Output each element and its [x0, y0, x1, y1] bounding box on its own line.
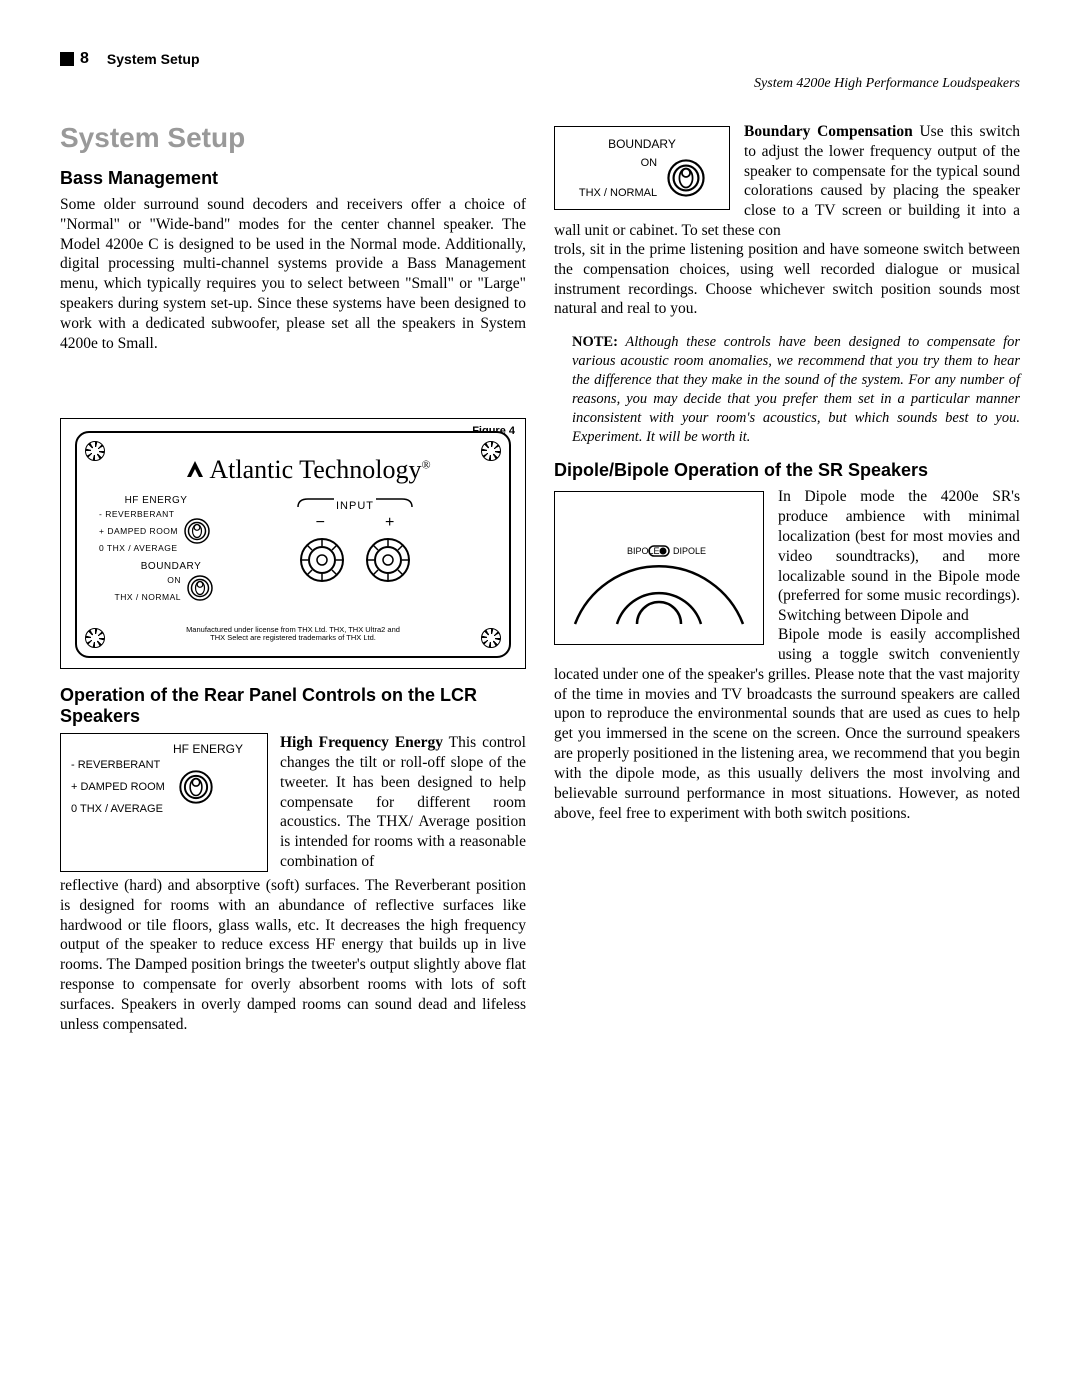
hf-title: HF ENERGY: [99, 495, 213, 506]
hf-label: 0 THX / AVERAGE: [99, 543, 178, 553]
input-label: INPUT: [223, 500, 487, 512]
hf-label: - REVERBERANT: [99, 509, 178, 519]
dipole-label: DIPOLE: [673, 546, 706, 556]
screw-icon: [481, 441, 501, 461]
panel-footer: Manufactured under license from THX Ltd.…: [91, 626, 495, 643]
hf-lead: High Frequency Energy: [280, 734, 443, 751]
dipole-body-2: Bipole mode is easily accomplished using…: [554, 625, 1020, 823]
toggle-switch-icon: [667, 159, 705, 197]
figure-4: Figure 4 Atlantic Technology® HF ENERGY: [60, 418, 526, 670]
boundary-mini-label: THX / NORMAL: [579, 187, 657, 199]
brand-logo: Atlantic Technology®: [121, 455, 495, 485]
page-header: 8 System Setup: [60, 50, 1020, 68]
bc-lead: Boundary Compensation: [744, 123, 913, 140]
hf-label: + DAMPED ROOM: [99, 526, 178, 536]
page-title: System Setup: [60, 122, 526, 154]
hf-energy-diagram: HF ENERGY - REVERBERANT + DAMPED ROOM 0 …: [60, 733, 268, 872]
bipole-label: BIPOLE: [627, 546, 660, 556]
page-number: 8: [80, 50, 89, 68]
page-marker: [60, 52, 74, 66]
brand-text: Atlantic Technology: [209, 455, 421, 484]
right-column: BOUNDARY ON THX / NORMAL Boundary Compen…: [554, 122, 1020, 1035]
note-lead: NOTE:: [572, 334, 618, 350]
bass-body: Some older surround sound decoders and r…: [60, 195, 526, 354]
hf-energy-body-2: reflective (hard) and absorptive (soft) …: [60, 876, 526, 1035]
boundary-body-2: trols, sit in the prime listening positi…: [554, 240, 1020, 319]
dipole-diagram: BIPOLE DIPOLE: [554, 491, 764, 645]
boundary-mini-label: ON: [579, 157, 657, 169]
terminal-icon: [366, 538, 410, 582]
boundary-title: BOUNDARY: [129, 561, 213, 572]
boundary-label: ON: [99, 575, 181, 585]
left-column: System Setup Bass Management Some older …: [60, 122, 526, 1035]
doc-title: System 4200e High Performance Loudspeake…: [60, 76, 1020, 92]
hf-text: This control changes the tilt or roll-of…: [280, 734, 526, 870]
hf-energy-body-1: High Frequency Energy This control chang…: [280, 733, 526, 872]
boundary-control: BOUNDARY ON THX / NORMAL: [99, 561, 213, 602]
dipole-heading: Dipole/Bipole Operation of the SR Speake…: [554, 460, 1020, 481]
toggle-switch-icon: [187, 575, 213, 601]
toggle-switch-icon: [184, 518, 210, 544]
screw-icon: [481, 628, 501, 648]
header-section: System Setup: [107, 51, 200, 67]
speaker-top-icon: BIPOLE DIPOLE: [565, 506, 753, 632]
footer-line: THX Select are registered trademarks of …: [91, 634, 495, 642]
input-terminals: INPUT − +: [223, 495, 487, 582]
hf-mini-label: - REVERBERANT: [71, 759, 165, 771]
polarity-plus: +: [385, 514, 394, 532]
bass-heading: Bass Management: [60, 168, 526, 189]
hf-mini-label: 0 THX / AVERAGE: [71, 803, 165, 815]
hf-mini-title: HF ENERGY: [71, 742, 243, 756]
boundary-mini-title: BOUNDARY: [571, 137, 713, 151]
note: NOTE: Although these controls have been …: [572, 333, 1020, 446]
hf-mini-label: + DAMPED ROOM: [71, 781, 165, 793]
boundary-label: THX / NORMAL: [99, 592, 181, 602]
screw-icon: [85, 628, 105, 648]
terminal-icon: [300, 538, 344, 582]
rear-panel-heading: Operation of the Rear Panel Controls on …: [60, 685, 526, 727]
screw-icon: [85, 441, 105, 461]
note-body: Although these controls have been design…: [572, 334, 1020, 444]
polarity-minus: −: [316, 514, 325, 532]
toggle-switch-icon: [179, 770, 213, 804]
rear-panel-diagram: Atlantic Technology® HF ENERGY - REVERBE…: [75, 431, 511, 659]
boundary-diagram: BOUNDARY ON THX / NORMAL: [554, 126, 730, 210]
hf-energy-control: HF ENERGY - REVERBERANT + DAMPED ROOM 0 …: [99, 495, 213, 553]
